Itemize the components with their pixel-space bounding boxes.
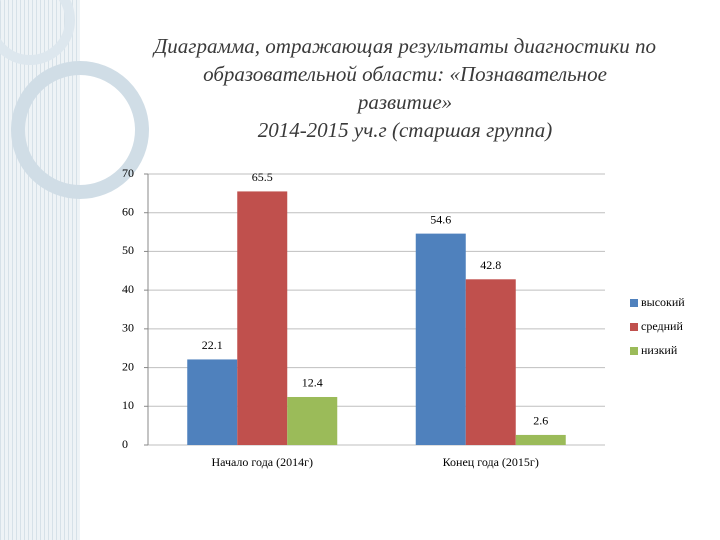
x-tick-label: Конец года (2015г) xyxy=(443,455,539,469)
y-tick-label: 0 xyxy=(122,437,128,451)
y-tick-label: 30 xyxy=(122,321,134,335)
data-label: 2.6 xyxy=(533,414,548,428)
legend-swatch xyxy=(630,347,638,355)
data-label: 22.1 xyxy=(202,338,223,352)
y-tick-label: 10 xyxy=(122,398,134,412)
chart-title: 2014-2015 уч.г (старшая группа) xyxy=(258,118,553,142)
data-label: 42.8 xyxy=(480,258,501,272)
chart-title: Диаграмма, отражающая результаты диагнос… xyxy=(152,34,656,58)
y-tick-label: 70 xyxy=(122,166,134,180)
y-tick-label: 20 xyxy=(122,359,134,373)
chart-title: развитие» xyxy=(356,90,452,114)
bar xyxy=(187,359,238,445)
bar xyxy=(287,396,338,445)
bar xyxy=(465,279,516,445)
bar xyxy=(415,233,466,445)
decor-circle xyxy=(0,0,75,65)
legend-label: низкий xyxy=(641,343,678,357)
data-label: 54.6 xyxy=(430,212,451,226)
y-tick-label: 40 xyxy=(122,282,134,296)
data-label: 65.5 xyxy=(252,170,273,184)
bar xyxy=(237,191,288,445)
chart-title: образовательной области: «Познавательное xyxy=(203,62,607,86)
legend-label: средний xyxy=(641,319,683,333)
decor-circle xyxy=(11,61,149,199)
legend-swatch xyxy=(630,323,638,331)
x-tick-label: Начало года (2014г) xyxy=(211,455,313,469)
y-tick-label: 60 xyxy=(122,204,134,218)
y-tick-label: 50 xyxy=(122,243,134,257)
legend-label: высокий xyxy=(641,295,685,309)
legend-swatch xyxy=(630,299,638,307)
bar xyxy=(515,434,566,445)
data-label: 12.4 xyxy=(302,376,323,390)
